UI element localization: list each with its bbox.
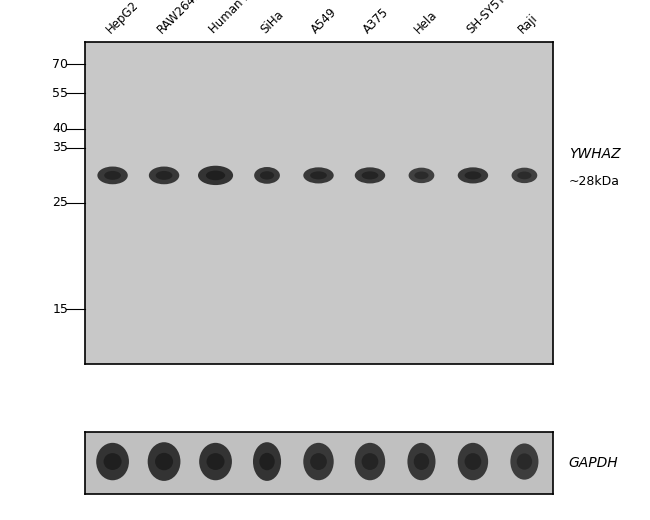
Ellipse shape [361,453,378,470]
Text: 40: 40 [53,122,68,135]
Ellipse shape [415,172,428,179]
Text: Raji: Raji [515,12,540,36]
Ellipse shape [361,172,378,179]
Text: Hela: Hela [412,8,440,36]
Ellipse shape [104,171,121,180]
Ellipse shape [510,444,538,479]
Ellipse shape [465,172,481,179]
Ellipse shape [148,442,181,481]
Ellipse shape [199,443,232,480]
Ellipse shape [98,166,128,184]
Ellipse shape [517,172,532,179]
Ellipse shape [355,167,385,184]
Ellipse shape [409,167,434,183]
Ellipse shape [310,453,327,470]
Ellipse shape [260,171,274,179]
Ellipse shape [103,453,122,470]
Ellipse shape [253,442,281,481]
Text: SiHa: SiHa [258,8,286,36]
Ellipse shape [206,171,225,180]
Text: 55: 55 [52,87,68,100]
Text: HepG2: HepG2 [103,0,141,36]
Ellipse shape [259,453,275,470]
Ellipse shape [254,167,280,184]
Text: A375: A375 [361,6,391,36]
Ellipse shape [304,443,333,480]
Ellipse shape [149,166,179,184]
Ellipse shape [458,443,488,480]
Ellipse shape [408,443,436,480]
Ellipse shape [512,167,538,183]
Ellipse shape [355,443,385,480]
Ellipse shape [156,171,172,180]
Text: 35: 35 [53,141,68,154]
Ellipse shape [304,167,333,184]
Text: 25: 25 [53,196,68,209]
Ellipse shape [155,453,173,470]
Text: Human kidney: Human kidney [206,0,276,36]
Text: 70: 70 [52,58,68,71]
Ellipse shape [517,453,532,470]
Ellipse shape [207,453,224,470]
Ellipse shape [310,172,327,179]
Text: A549: A549 [309,6,340,36]
Text: SH-SY5Y: SH-SY5Y [463,0,508,36]
Text: RAW264.7: RAW264.7 [155,0,207,36]
Text: YWHAZ: YWHAZ [569,148,620,161]
Ellipse shape [198,166,233,185]
Text: ~28kDa: ~28kDa [569,175,619,188]
Text: GAPDH: GAPDH [569,456,618,470]
Ellipse shape [96,443,129,480]
Text: 15: 15 [53,303,68,316]
Ellipse shape [458,167,488,184]
Ellipse shape [465,453,481,470]
Ellipse shape [414,453,429,470]
